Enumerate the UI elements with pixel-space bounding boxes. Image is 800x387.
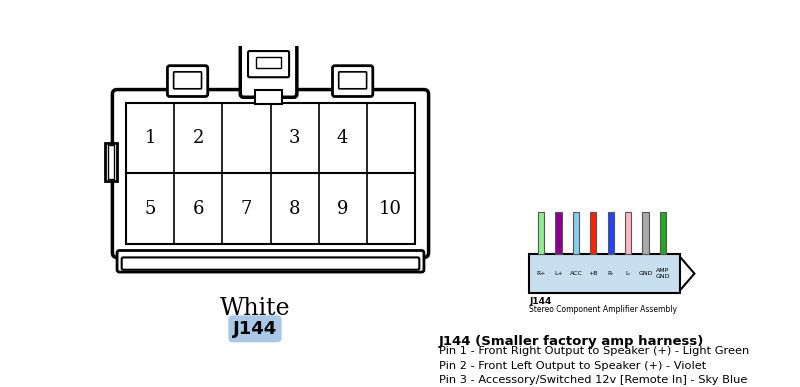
Text: 8: 8 [289, 200, 300, 217]
Text: Pin 2 - Front Left Output to Speaker (+) - Violet: Pin 2 - Front Left Output to Speaker (+)… [438, 361, 706, 371]
Bar [607, 212, 614, 254]
FancyBboxPatch shape [112, 89, 429, 257]
Text: 3: 3 [289, 130, 300, 147]
FancyBboxPatch shape [248, 51, 289, 77]
Bar [573, 212, 579, 254]
Text: J144 (Smaller factory amp harness): J144 (Smaller factory amp harness) [438, 335, 704, 348]
FancyBboxPatch shape [117, 250, 424, 272]
Bar [126, 103, 414, 243]
Bar [255, 90, 282, 104]
Bar [108, 145, 114, 179]
Text: 9: 9 [337, 200, 348, 217]
Text: J144: J144 [530, 298, 552, 307]
Text: Stereo Component Amplifier Assembly: Stereo Component Amplifier Assembly [530, 305, 678, 314]
Bar [625, 212, 631, 254]
Text: 4: 4 [337, 130, 348, 147]
Text: J144: J144 [233, 320, 277, 338]
FancyBboxPatch shape [240, 43, 297, 97]
Text: 2: 2 [193, 130, 204, 147]
Text: 10: 10 [379, 200, 402, 217]
Text: 7: 7 [241, 200, 252, 217]
Bar [105, 143, 117, 181]
Text: GND: GND [638, 271, 653, 276]
Bar [642, 212, 649, 254]
Text: ACC: ACC [570, 271, 582, 276]
Text: 6: 6 [193, 200, 204, 217]
Text: 1: 1 [145, 130, 156, 147]
Text: L+: L+ [554, 271, 563, 276]
FancyBboxPatch shape [174, 72, 202, 89]
Text: Pin 3 - Accessory/Switched 12v [Remote In] - Sky Blue: Pin 3 - Accessory/Switched 12v [Remote I… [438, 375, 747, 385]
FancyBboxPatch shape [122, 257, 419, 270]
Bar [660, 212, 666, 254]
Text: 5: 5 [145, 200, 156, 217]
Text: White: White [220, 297, 290, 320]
Bar [590, 212, 596, 254]
Bar [538, 212, 544, 254]
FancyBboxPatch shape [167, 66, 208, 96]
Text: AMP
GND: AMP GND [655, 268, 670, 279]
Text: +B: +B [589, 271, 598, 276]
Text: Pin 1 - Front Right Output to Speaker (+) - Light Green: Pin 1 - Front Right Output to Speaker (+… [438, 346, 749, 356]
Bar [555, 212, 562, 254]
Text: R-: R- [607, 271, 614, 276]
Text: L-: L- [626, 271, 631, 276]
FancyBboxPatch shape [333, 66, 373, 96]
Bar [530, 254, 681, 293]
Text: R+: R+ [536, 271, 546, 276]
FancyBboxPatch shape [338, 72, 366, 89]
Bar [256, 57, 282, 68]
